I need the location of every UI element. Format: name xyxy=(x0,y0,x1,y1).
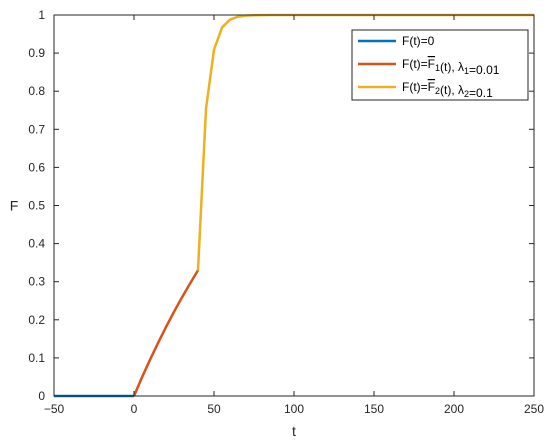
x-tick-label: 150 xyxy=(364,402,384,416)
axes-frame xyxy=(53,14,535,397)
y-tick-label: 0.8 xyxy=(28,84,45,98)
y-tick-label: 0 xyxy=(38,389,45,403)
series-line-2 xyxy=(132,269,200,397)
x-tick-label: 0 xyxy=(131,402,138,416)
y-tick-label: 0.9 xyxy=(28,46,45,60)
x-tick-label: −50 xyxy=(44,402,65,416)
axes-box xyxy=(53,14,535,397)
legend-label-3: F(t)=F2(t), λ2=0.1 xyxy=(402,80,493,100)
y-tick-label: 0.2 xyxy=(28,313,45,327)
y-tick-label: 0.1 xyxy=(28,351,45,365)
y-tick-label: 0.6 xyxy=(28,160,45,174)
legend: F(t)=0 F(t)=F1(t), λ1=0.01 F(t)=F2(t), λ2=… xyxy=(351,29,529,101)
x-tick-label: 250 xyxy=(524,402,544,416)
x-tick-label: 100 xyxy=(284,402,304,416)
legend-label-2: F(t)=F1(t), λ1=0.01 xyxy=(402,57,500,77)
y-tick-label: 0.7 xyxy=(28,122,45,136)
y-tick-label: 0.5 xyxy=(28,199,45,213)
y-axis-label: F xyxy=(10,198,19,214)
axis-ticks: −50 0 50 100 150 200 25000.10.20.30.40.50.60.7… xyxy=(28,8,544,416)
y-tick-label: 1 xyxy=(38,8,45,22)
y-tick-label: 0.3 xyxy=(28,275,45,289)
y-tick-label: 0.4 xyxy=(28,237,45,251)
x-tick-label: 200 xyxy=(444,402,464,416)
x-axis-label: t xyxy=(292,423,296,439)
x-tick-label: 50 xyxy=(207,402,221,416)
legend-label-1: F(t)=0 xyxy=(402,34,435,48)
